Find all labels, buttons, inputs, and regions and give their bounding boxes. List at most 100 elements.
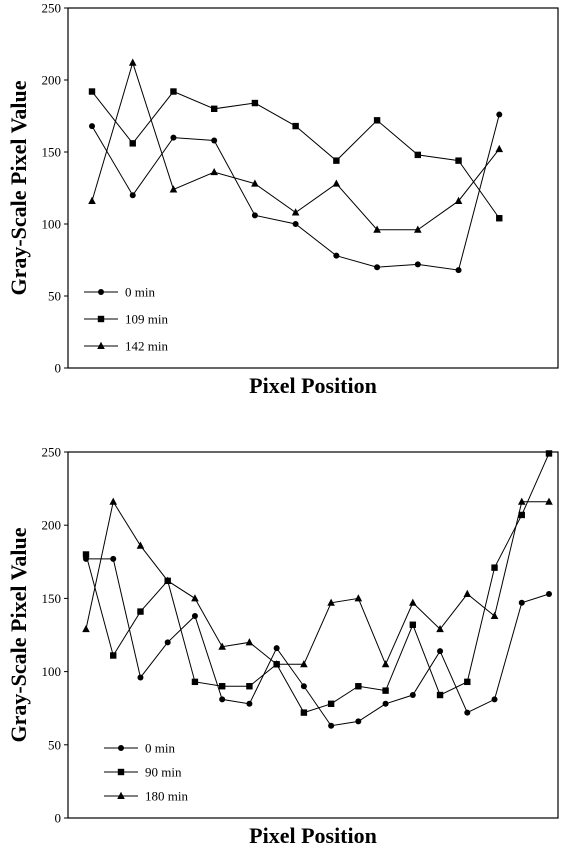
legend-label: 142 min (125, 339, 168, 354)
data-point (414, 261, 421, 268)
data-point (218, 642, 226, 650)
x-axis-title: Pixel Position (249, 823, 377, 848)
legend-label: 180 min (145, 789, 188, 804)
data-point (355, 683, 362, 690)
data-point (245, 638, 254, 646)
series-109-min (88, 88, 503, 222)
data-point (136, 541, 145, 549)
y-tick-label: 0 (55, 811, 62, 826)
y-tick-label: 100 (42, 664, 62, 679)
data-point (354, 594, 363, 602)
data-point (129, 140, 136, 147)
chart-2: 0 50 100 150 200 250 Pixel Position Gray-Scale … (6, 445, 559, 848)
series-0-min (83, 555, 552, 729)
data-point (88, 196, 96, 204)
data-point (272, 660, 281, 668)
legend-marker (117, 768, 125, 776)
data-point (164, 639, 171, 646)
data-point (273, 645, 280, 652)
data-point (436, 691, 444, 699)
data-point (327, 598, 335, 606)
legend-item: 0 min (84, 285, 155, 300)
y-tick-label: 150 (42, 145, 62, 160)
data-point (170, 88, 177, 95)
data-point (463, 589, 472, 598)
data-point (137, 608, 144, 615)
data-point (82, 624, 90, 633)
data-point (491, 696, 498, 703)
data-point (454, 196, 463, 204)
x-axis-title: Pixel Position (249, 373, 377, 398)
data-point (409, 621, 417, 628)
plot-frame (67, 451, 559, 819)
series-line (86, 558, 550, 727)
data-point (374, 264, 381, 271)
data-point (373, 225, 381, 233)
data-point (82, 551, 90, 558)
data-point (191, 678, 199, 686)
series-142-min (88, 58, 504, 233)
data-point (210, 167, 218, 176)
data-point (88, 88, 96, 95)
data-point (355, 718, 362, 725)
data-point (110, 652, 117, 659)
chart-1: 0 50 100 150 200 250 Pixel Position Gray-Scale … (6, 1, 559, 398)
data-point (219, 696, 226, 703)
legend-label: 109 min (125, 312, 168, 327)
data-point (518, 511, 525, 519)
data-point (210, 105, 218, 112)
y-tick-label: 50 (48, 737, 61, 752)
data-point (137, 674, 144, 681)
data-point (455, 267, 462, 274)
data-point (414, 151, 422, 159)
legend-marker (97, 315, 105, 323)
series-90-min (82, 450, 553, 716)
series-line (91, 61, 500, 231)
data-point (246, 700, 253, 707)
data-point (211, 137, 218, 144)
y-tick-label: 100 (42, 217, 62, 232)
legend-marker (97, 341, 105, 349)
data-point (333, 252, 340, 259)
data-point (246, 683, 253, 690)
data-point (382, 687, 389, 694)
data-point (300, 683, 307, 690)
data-point (490, 611, 499, 619)
data-point (545, 450, 553, 457)
y-tick-label: 200 (42, 518, 62, 533)
series-0-min (89, 111, 503, 274)
data-point (251, 179, 259, 187)
data-point (546, 591, 552, 598)
data-point (292, 122, 299, 130)
legend-item: 109 min (84, 312, 168, 327)
data-point (89, 123, 95, 130)
data-point (436, 624, 444, 633)
data-point (496, 111, 503, 118)
legend-item: 142 min (84, 339, 168, 354)
data-point (251, 99, 259, 107)
data-point (292, 221, 299, 227)
data-point (437, 648, 444, 655)
legend-label: 0 min (125, 285, 155, 300)
y-tick-label: 250 (42, 445, 62, 460)
data-point (191, 612, 198, 619)
plot-frame (67, 7, 559, 369)
data-point (545, 497, 553, 505)
legend-item: 0 min (104, 741, 175, 756)
legend-item: 180 min (104, 789, 188, 804)
data-point (455, 157, 462, 164)
data-point (169, 185, 178, 193)
data-point (414, 225, 422, 233)
data-point (333, 157, 340, 164)
legend-marker (118, 745, 124, 751)
data-point (251, 212, 258, 219)
data-point (409, 692, 416, 699)
legend-marker (98, 289, 104, 295)
legend-item: 90 min (104, 765, 182, 780)
data-point (300, 660, 308, 668)
y-tick-label: 250 (42, 1, 62, 16)
data-point (300, 709, 308, 716)
y-tick-label: 0 (55, 361, 62, 376)
legend-marker (117, 791, 125, 799)
